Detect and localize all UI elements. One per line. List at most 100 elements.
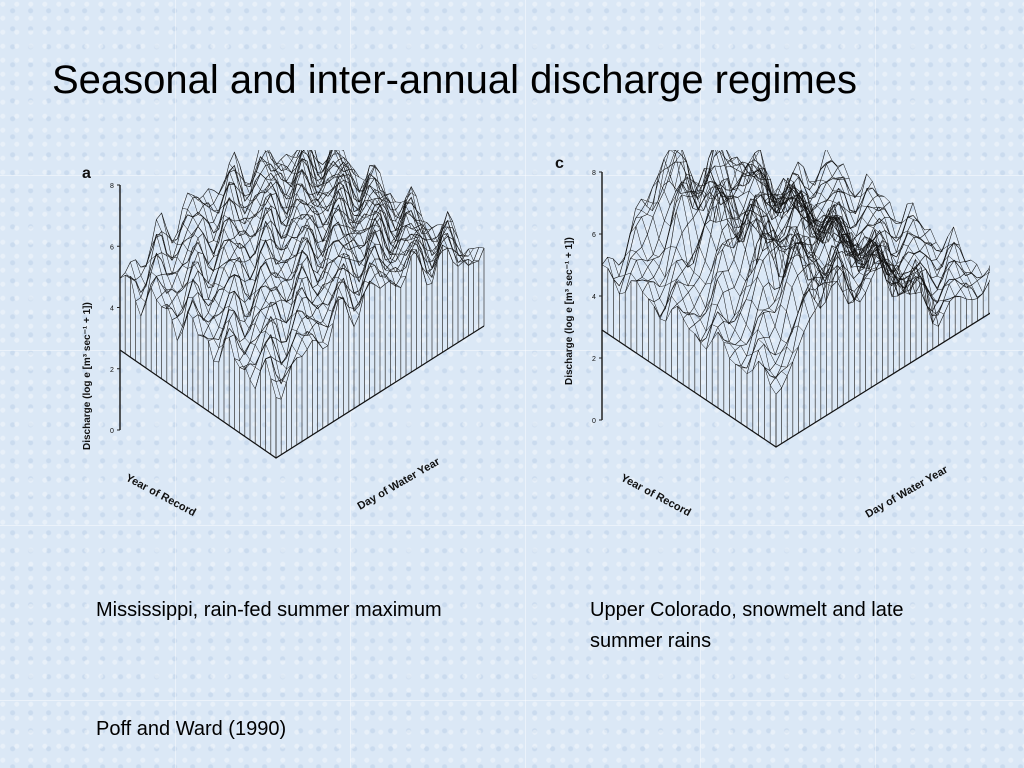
mesh-line xyxy=(119,275,277,398)
background-grid-line xyxy=(0,700,1024,701)
z-axis-label-a: Year of Record xyxy=(124,472,198,519)
mesh-line xyxy=(713,146,889,273)
caption-upper-colorado: Upper Colorado, snowmelt and late summer… xyxy=(590,599,904,652)
surface-plot-c: c 0 2 4 6 8 Discharge (log e [m³ sec⁻¹ + 1])… xyxy=(555,137,1001,521)
background-grid-line xyxy=(350,0,351,768)
y-axis-label-c: Discharge (log e [m³ sec⁻¹ + 1]) xyxy=(564,237,575,385)
mesh-line xyxy=(260,143,417,268)
mesh-line xyxy=(624,225,799,356)
y-axis-ticks-c: 0 2 4 6 8 xyxy=(592,170,602,425)
mesh-line xyxy=(177,214,334,328)
mesh-line xyxy=(736,163,911,288)
y-tick-label: 2 xyxy=(110,367,114,374)
mesh-line xyxy=(729,226,954,359)
mesh-line xyxy=(166,228,323,350)
mesh-line xyxy=(758,167,933,299)
mesh-line xyxy=(607,257,782,389)
x-axis-label-c: Day of Water Year xyxy=(864,463,951,520)
mesh-line xyxy=(218,170,375,293)
mesh-line xyxy=(786,172,961,304)
mesh-line xyxy=(775,186,950,316)
y-tick-label: 2 xyxy=(592,356,596,363)
mesh-line xyxy=(270,157,428,285)
x-axis-label-a: Day of Water Year xyxy=(356,455,443,512)
panel-label-a: a xyxy=(82,165,91,182)
mesh-line xyxy=(646,180,822,300)
mesh-line xyxy=(125,272,282,400)
surface-plot-a: a 0 2 4 6 8 Discharge (log e [m³ sec⁻¹ + 1])… xyxy=(82,133,485,519)
mesh-line xyxy=(691,173,866,305)
surface-mesh-c xyxy=(601,137,1001,448)
mesh-line xyxy=(680,173,855,300)
mesh-line xyxy=(135,252,292,385)
y-tick-label: 4 xyxy=(110,306,114,313)
mesh-line xyxy=(275,158,433,284)
mesh-line xyxy=(753,164,928,291)
mesh-line xyxy=(792,173,967,300)
y-tick-label: 4 xyxy=(592,294,596,301)
mesh-line xyxy=(192,194,350,316)
mesh-line xyxy=(265,144,422,266)
mesh-line xyxy=(327,138,485,257)
background-grid-line xyxy=(875,0,876,768)
mesh-line xyxy=(140,254,298,370)
mesh-line xyxy=(322,137,479,262)
mesh-line xyxy=(161,212,318,343)
mesh-line xyxy=(244,170,401,288)
base-edge xyxy=(119,325,485,459)
mesh-line xyxy=(797,161,973,300)
mesh-line xyxy=(229,163,386,285)
mesh-line xyxy=(317,153,474,266)
y-axis-ticks-a: 0 2 4 6 8 xyxy=(110,183,120,435)
mesh-line xyxy=(223,164,381,297)
panel-label-c: c xyxy=(555,155,564,172)
y-tick-label: 6 xyxy=(110,244,114,251)
mesh-line xyxy=(629,216,805,344)
mesh-line xyxy=(657,149,833,300)
mesh-line xyxy=(618,249,793,368)
background-grid-line xyxy=(0,525,1024,526)
figure-mississippi: a 0 2 4 6 8 Discharge (log e [m³ sec⁻¹ + 1])… xyxy=(70,133,490,550)
mesh-line xyxy=(182,208,339,328)
mesh-line xyxy=(775,255,1001,395)
mesh-line xyxy=(814,163,990,294)
background-grid-line xyxy=(0,350,1024,351)
mesh-line xyxy=(612,257,788,379)
mesh-line xyxy=(764,201,939,327)
mesh-line xyxy=(730,161,905,287)
mesh-line xyxy=(187,192,344,312)
base-edge xyxy=(601,306,1001,448)
mesh-line xyxy=(208,181,365,312)
y-tick-label: 0 xyxy=(592,418,596,425)
mesh-line xyxy=(296,138,454,270)
mesh-line xyxy=(674,161,850,288)
y-tick-label: 8 xyxy=(592,170,596,177)
mesh-line xyxy=(803,166,978,299)
mesh-line xyxy=(249,156,407,278)
mesh-line xyxy=(741,169,917,296)
mesh-line xyxy=(255,160,412,273)
background-grid-line xyxy=(0,175,1024,176)
surface-mesh-a xyxy=(119,133,485,459)
mesh-line xyxy=(234,152,391,283)
y-tick-label: 8 xyxy=(110,183,114,190)
mesh-line xyxy=(182,177,391,332)
mesh-line xyxy=(696,165,872,303)
mesh-line xyxy=(769,196,945,317)
mesh-line xyxy=(306,133,464,262)
mesh-line xyxy=(312,139,469,263)
background-grid-line xyxy=(175,0,176,768)
mesh-line xyxy=(301,145,459,267)
mesh-line xyxy=(601,264,777,395)
mesh-line xyxy=(685,189,861,303)
mesh-line xyxy=(280,151,438,272)
mesh-line xyxy=(663,145,838,309)
mesh-line xyxy=(291,148,448,262)
mesh-line xyxy=(635,208,810,333)
mesh-line xyxy=(202,195,360,316)
mesh-line xyxy=(820,160,995,279)
mesh-line xyxy=(145,233,303,366)
mesh-line xyxy=(150,234,308,357)
mesh-line xyxy=(197,196,355,327)
background-grid-line xyxy=(525,0,526,768)
